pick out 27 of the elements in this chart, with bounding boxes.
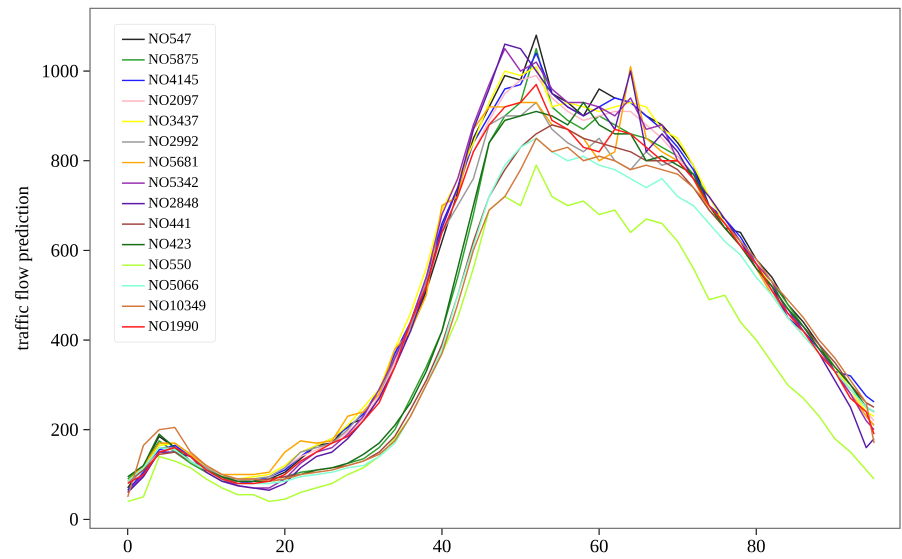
legend-label: NO10349 <box>148 300 206 310</box>
legend-label: NO5342 <box>148 177 198 188</box>
legend-label: NO5066 <box>148 280 198 290</box>
legend-label: NO5875 <box>148 54 198 64</box>
x-tick-label: 40 <box>432 540 451 552</box>
legend-label: NO2097 <box>148 95 198 105</box>
legend-label: NO2848 <box>148 198 198 208</box>
x-tick-label: 60 <box>590 540 608 552</box>
y-tick-label: 400 <box>50 334 78 346</box>
y-tick-label: 600 <box>51 244 78 257</box>
legend-label: NO547 <box>148 34 191 44</box>
y-tick-label: 1000 <box>42 64 78 78</box>
y-axis-title: traffic flow prediction <box>15 186 32 350</box>
legend-label: NO1990 <box>148 320 198 331</box>
legend-label: NO3437 <box>148 116 198 126</box>
legend-label: NO2992 <box>148 136 198 146</box>
legend-label: NO5681 <box>148 156 198 167</box>
legend-label: NO4145 <box>148 74 198 84</box>
y-tick-label: 800 <box>51 154 78 168</box>
x-tick-label: 0 <box>124 540 132 552</box>
legend-label: NO423 <box>148 238 191 249</box>
y-tick-label: 200 <box>51 423 78 436</box>
x-tick-label: 20 <box>276 540 294 552</box>
legend-label: NO550 <box>148 259 191 270</box>
y-tick-label: 0 <box>70 513 78 526</box>
x-tick-label: 80 <box>748 540 765 552</box>
legend-label: NO441 <box>148 218 190 228</box>
